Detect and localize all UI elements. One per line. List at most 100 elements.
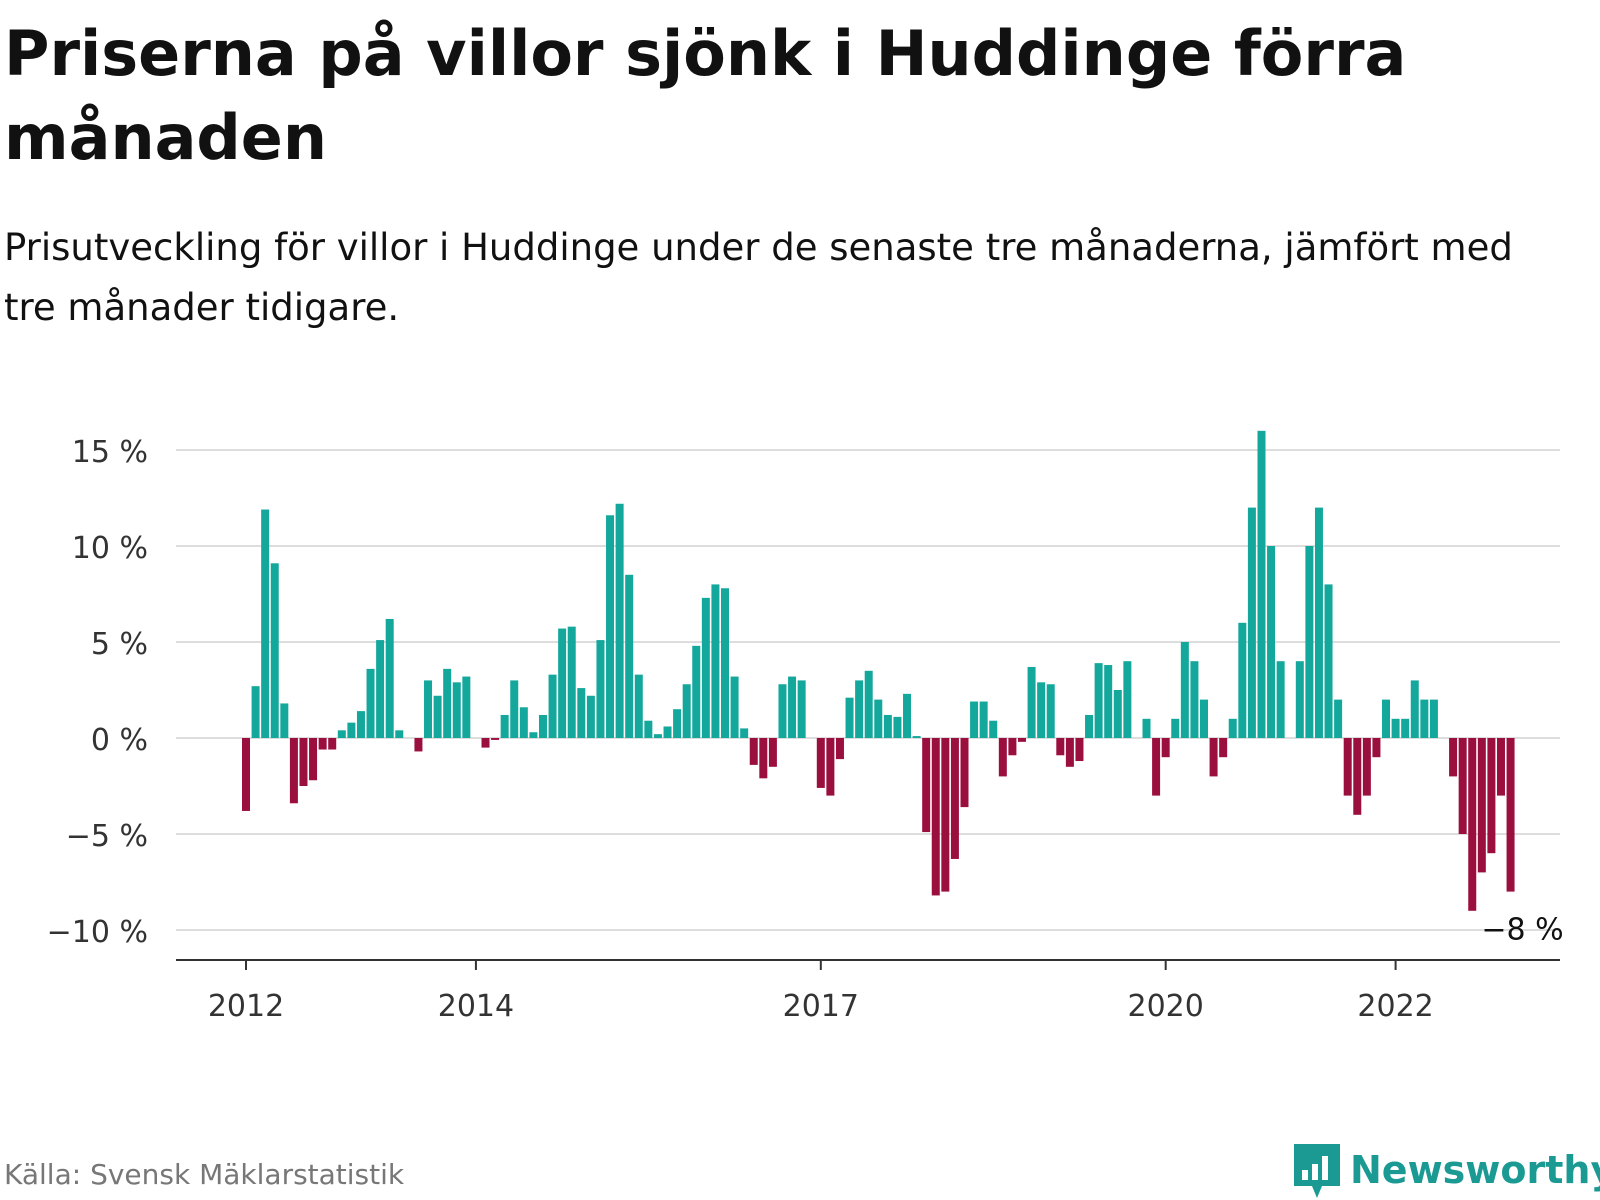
x-tick-label: 2012 bbox=[208, 989, 284, 1024]
bar bbox=[1123, 661, 1132, 738]
bar bbox=[1295, 661, 1304, 738]
x-axis-ticks: 2012 2014 2017 2020 2022 bbox=[208, 960, 1434, 1024]
bar bbox=[309, 738, 318, 781]
bar bbox=[1171, 718, 1180, 738]
bar bbox=[1410, 680, 1419, 738]
bar bbox=[242, 738, 250, 811]
bar bbox=[452, 682, 461, 738]
bar bbox=[1142, 718, 1151, 738]
bar bbox=[548, 674, 557, 738]
bar bbox=[1458, 738, 1467, 834]
bar bbox=[443, 668, 452, 738]
bar bbox=[960, 738, 969, 808]
bar bbox=[270, 563, 279, 738]
bar bbox=[1247, 507, 1256, 738]
bar bbox=[893, 716, 902, 738]
bar bbox=[414, 738, 423, 752]
bars bbox=[242, 430, 1515, 911]
bar bbox=[701, 597, 710, 738]
y-tick-label: −5 % bbox=[66, 819, 148, 854]
bar bbox=[922, 738, 931, 833]
bar bbox=[356, 711, 365, 738]
bar bbox=[768, 738, 777, 767]
bar bbox=[347, 722, 356, 738]
bar bbox=[721, 588, 729, 738]
bar bbox=[385, 618, 394, 738]
bar bbox=[1046, 684, 1055, 738]
x-tick-label: 2017 bbox=[783, 989, 859, 1024]
bar bbox=[328, 738, 337, 750]
bar bbox=[1152, 738, 1161, 796]
bar bbox=[615, 503, 624, 738]
bar bbox=[874, 699, 883, 738]
bar bbox=[366, 668, 375, 738]
bar bbox=[1113, 690, 1122, 738]
bar bbox=[567, 626, 576, 738]
bar bbox=[835, 738, 844, 760]
bar bbox=[1305, 546, 1314, 738]
bar bbox=[433, 695, 442, 738]
bar bbox=[1085, 714, 1094, 738]
bar bbox=[1200, 699, 1208, 738]
bar bbox=[1429, 699, 1438, 738]
bar bbox=[1391, 718, 1400, 738]
bar bbox=[788, 676, 797, 738]
bar bbox=[1017, 738, 1026, 742]
y-tick-label: −10 % bbox=[47, 915, 148, 950]
bar bbox=[644, 720, 653, 738]
bar bbox=[970, 701, 979, 738]
x-tick-label: 2022 bbox=[1357, 989, 1433, 1024]
bar bbox=[1228, 718, 1237, 738]
bar bbox=[606, 515, 615, 738]
bar bbox=[1008, 738, 1017, 756]
x-tick-label: 2014 bbox=[438, 989, 514, 1024]
bar bbox=[251, 686, 260, 738]
bar bbox=[730, 676, 739, 738]
bar bbox=[491, 738, 500, 740]
bar bbox=[903, 693, 912, 738]
bar bbox=[1334, 699, 1343, 738]
bar bbox=[1401, 718, 1410, 738]
bar bbox=[950, 738, 959, 859]
bar bbox=[1506, 738, 1515, 892]
bar bbox=[740, 728, 749, 738]
bar bbox=[941, 738, 950, 892]
bar bbox=[1238, 622, 1247, 738]
bar bbox=[510, 680, 519, 738]
bar bbox=[261, 509, 270, 738]
bar bbox=[826, 738, 835, 796]
bar bbox=[998, 738, 1007, 777]
bar bbox=[797, 680, 806, 738]
chart-subtitle: Prisutveckling för villor i Huddinge und… bbox=[4, 226, 1513, 329]
bar bbox=[864, 670, 873, 738]
bar bbox=[529, 732, 538, 738]
bar bbox=[577, 688, 586, 738]
bar bbox=[1276, 661, 1285, 738]
bar bbox=[1343, 738, 1352, 796]
bar bbox=[931, 738, 940, 896]
bar bbox=[1267, 546, 1276, 738]
bar bbox=[816, 738, 825, 788]
bar bbox=[1420, 699, 1429, 738]
bar bbox=[1037, 682, 1046, 738]
bar bbox=[1362, 738, 1371, 796]
bar bbox=[778, 684, 787, 738]
bar bbox=[395, 730, 404, 738]
bar bbox=[538, 714, 547, 738]
bar bbox=[845, 697, 854, 738]
bar bbox=[673, 709, 682, 738]
bar bbox=[1449, 738, 1458, 777]
bar bbox=[855, 680, 864, 738]
bar bbox=[1487, 738, 1496, 854]
bar bbox=[1180, 642, 1189, 738]
x-tick-label: 2020 bbox=[1128, 989, 1204, 1024]
bar bbox=[596, 640, 605, 738]
bar bbox=[979, 701, 988, 738]
bar bbox=[1324, 584, 1333, 738]
bar bbox=[1190, 661, 1199, 738]
bar bbox=[692, 645, 701, 738]
bar bbox=[1075, 738, 1084, 762]
y-axis-labels: 15 % 10 % 5 % 0 % −5 % −10 % bbox=[47, 435, 148, 950]
bar bbox=[318, 738, 327, 750]
bar bbox=[883, 714, 892, 738]
